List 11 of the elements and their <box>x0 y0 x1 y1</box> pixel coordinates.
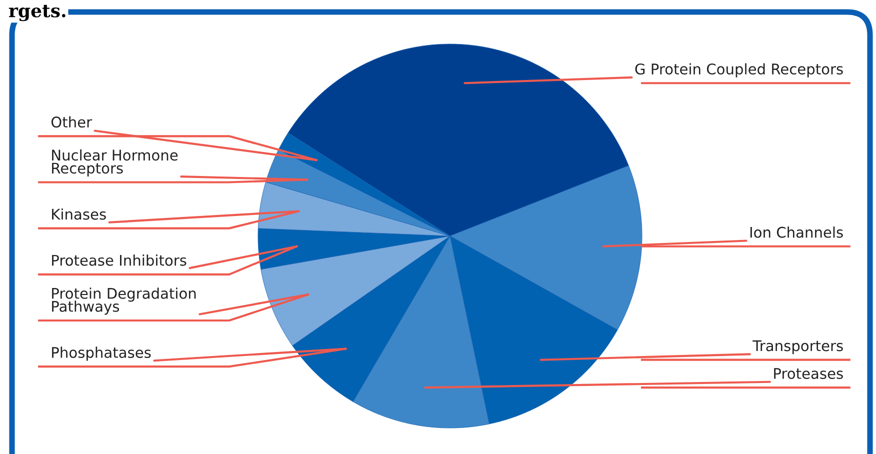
slice-label: Proteases <box>774 368 843 380</box>
slice-label: Protease Inhibitors <box>52 254 186 266</box>
slice-label: Transporters <box>752 340 843 354</box>
slice-label: Phosphatases <box>52 346 151 361</box>
slice-label: Kinases <box>52 208 106 220</box>
slice-label: Protein Degradation Pathways <box>52 288 196 315</box>
slice-label: Other <box>51 116 92 128</box>
slice-label: Ion Channels <box>750 226 843 238</box>
slice-label: G Protein Coupled Receptors <box>635 63 843 78</box>
slice-label: Nuclear Hormone Receptors <box>52 149 178 176</box>
chart-title: rgets. <box>8 4 66 22</box>
